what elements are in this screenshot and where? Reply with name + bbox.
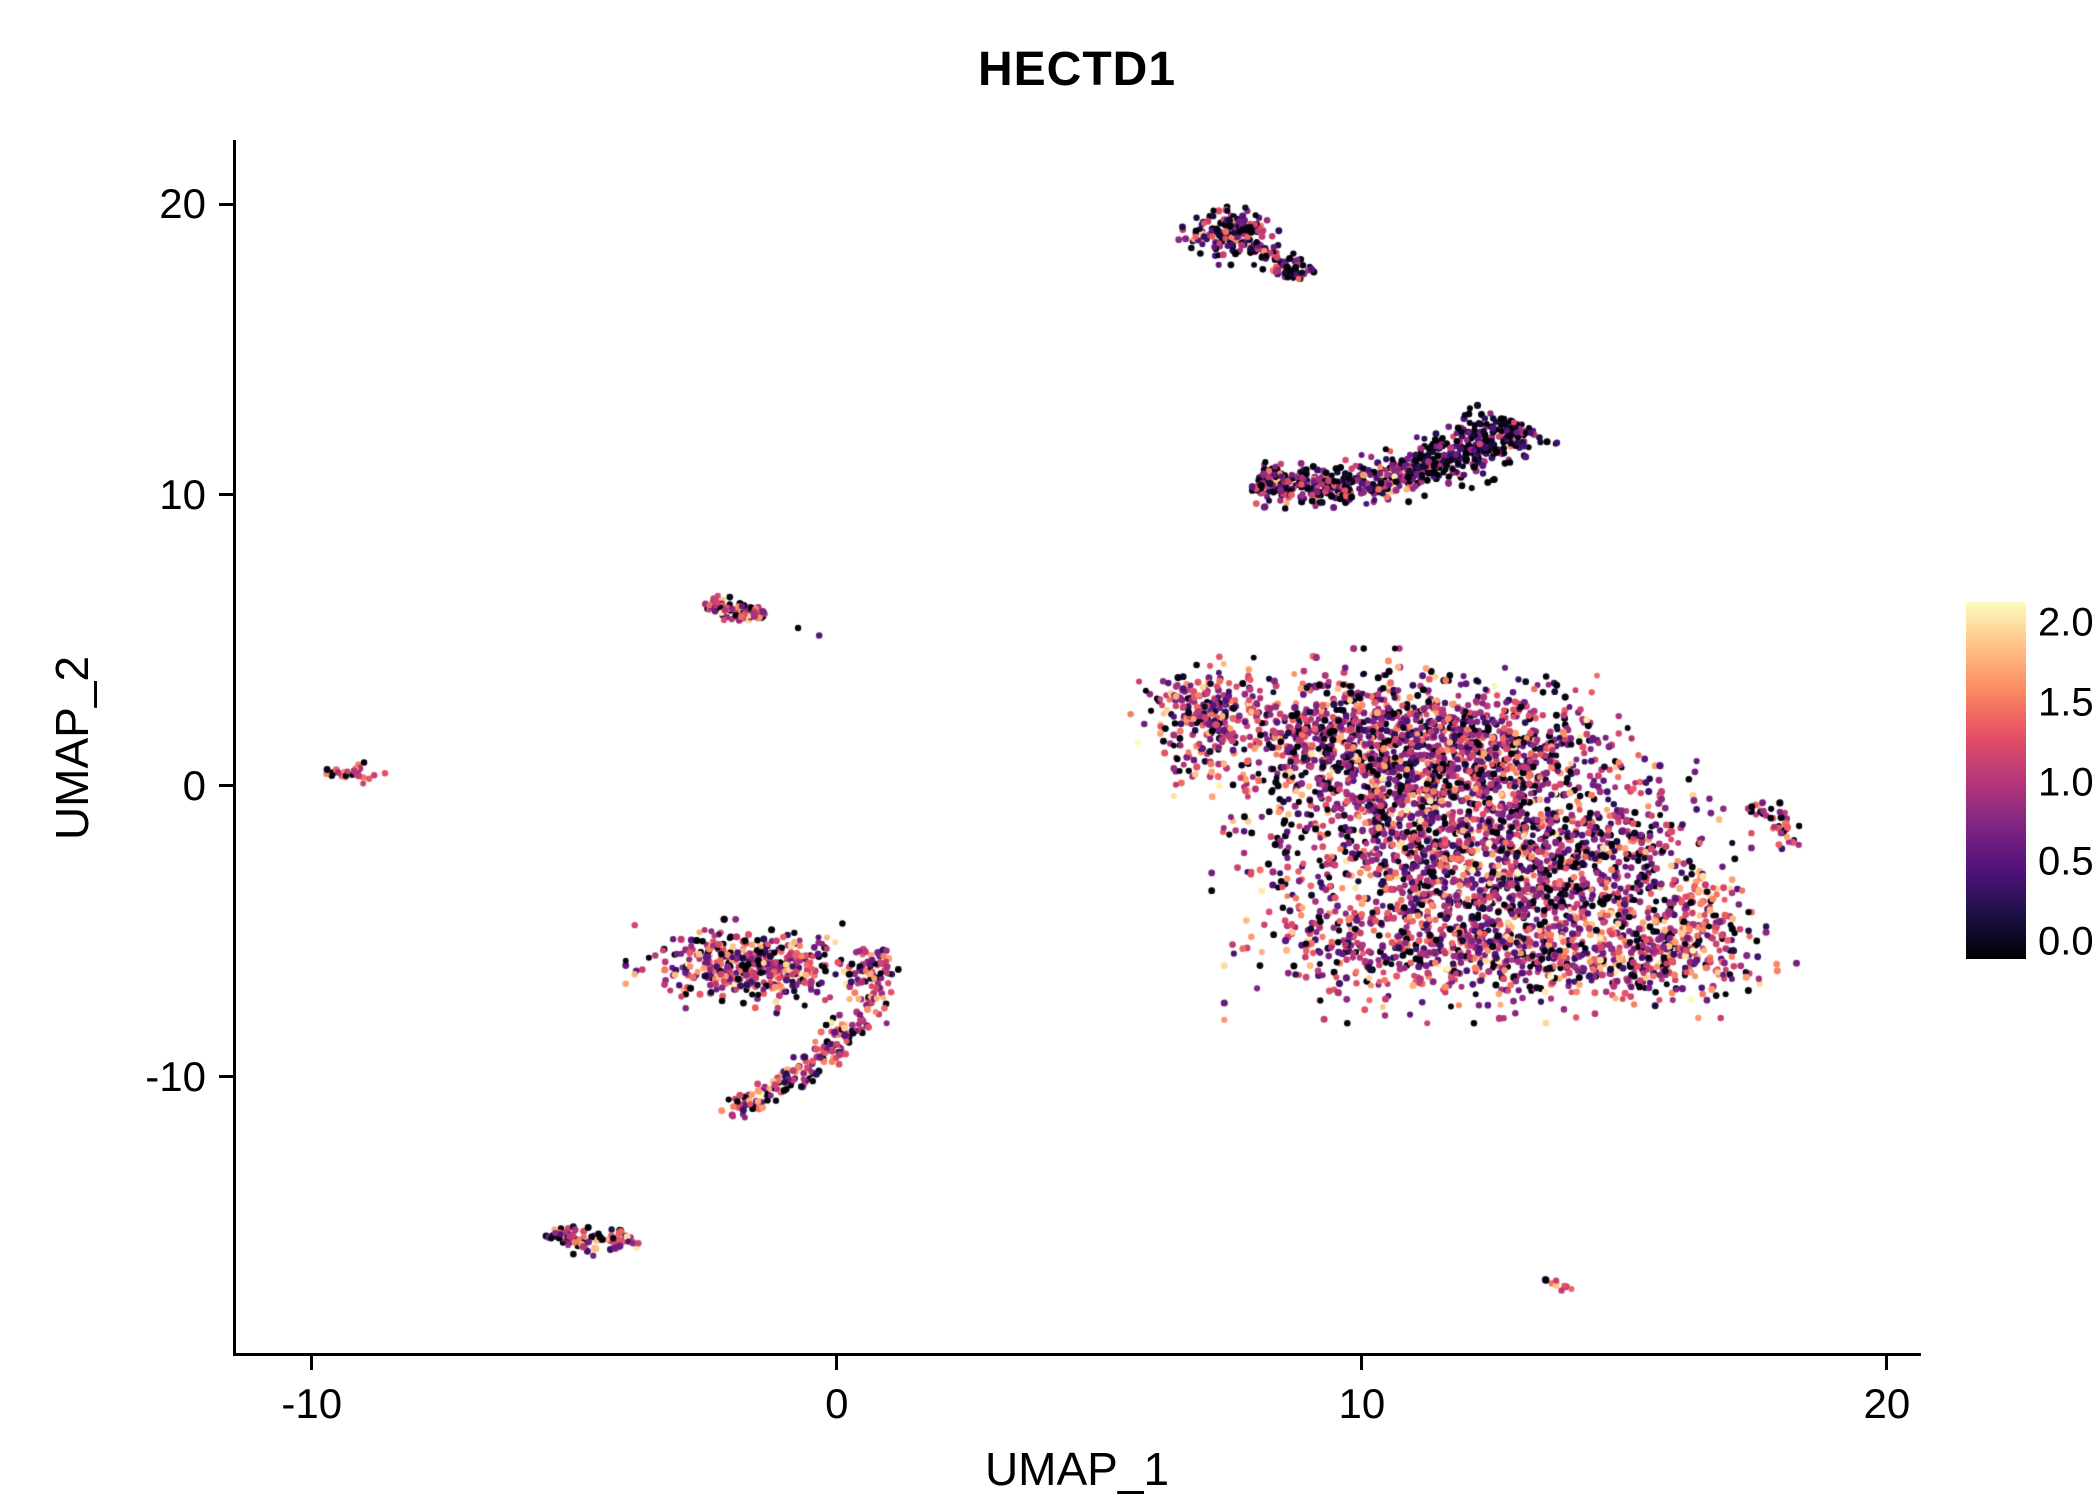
- y-axis-tick-label: 10: [159, 470, 206, 518]
- y-axis-tick-label: 0: [182, 761, 206, 809]
- y-axis-tick-mark: [219, 784, 233, 788]
- y-axis-label: UMAP_2: [46, 655, 98, 841]
- x-axis-tick-mark: [310, 1356, 314, 1370]
- y-axis-tick-mark: [219, 202, 233, 206]
- x-axis-tick-label: 10: [1338, 1380, 1386, 1427]
- colorbar-tick-label: 0.5: [2038, 839, 2094, 884]
- x-axis-label: UMAP_1: [984, 1443, 1170, 1495]
- colorbar-tick-label: 1.0: [2038, 760, 2094, 804]
- y-axis-tick-mark: [219, 493, 233, 497]
- x-axis-tick-mark: [1360, 1356, 1364, 1370]
- x-axis-tick-label: -10: [281, 1380, 343, 1427]
- x-axis-tick-label: 20: [1863, 1380, 1911, 1427]
- colorbar-tick-label: 0.0: [2038, 919, 2094, 964]
- x-axis-tick-mark: [835, 1356, 839, 1370]
- y-axis-tick-mark: [219, 1075, 233, 1079]
- colorbar-tick-label: 2.0: [2038, 600, 2094, 645]
- colorbar-gradient: [1966, 602, 2026, 959]
- x-axis-tick-mark: [1885, 1356, 1889, 1370]
- y-axis-tick-label: -10: [145, 1052, 206, 1100]
- x-axis-tick-label: 0: [825, 1380, 849, 1427]
- y-axis-tick-label: 20: [159, 180, 206, 227]
- plot-title: HECTD1: [977, 43, 1177, 96]
- colorbar-tick-label: 1.5: [2038, 680, 2094, 725]
